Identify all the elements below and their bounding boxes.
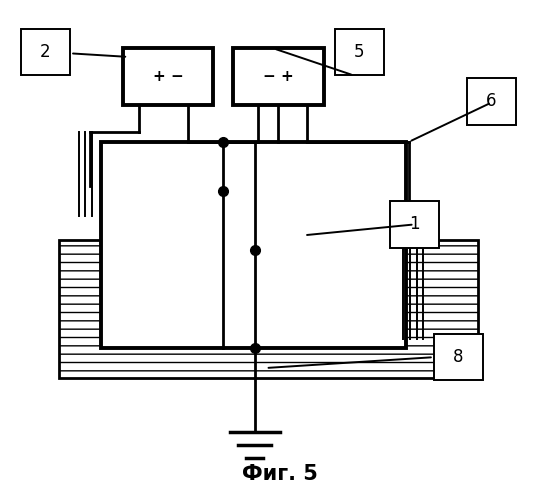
Text: Фиг. 5: Фиг. 5 <box>241 464 318 483</box>
Bar <box>21 28 70 76</box>
Bar <box>335 28 384 76</box>
Bar <box>59 240 478 378</box>
Bar <box>434 334 483 380</box>
Bar <box>122 48 214 105</box>
Bar <box>390 201 439 248</box>
Bar <box>467 78 517 124</box>
Bar <box>59 240 478 378</box>
Text: 5: 5 <box>354 43 364 61</box>
Text: 2: 2 <box>40 43 51 61</box>
Text: 8: 8 <box>453 348 464 366</box>
Bar <box>233 48 324 105</box>
Bar <box>101 142 406 348</box>
Text: − +: − + <box>263 69 293 84</box>
Text: 1: 1 <box>409 215 420 233</box>
Text: 6: 6 <box>486 92 497 110</box>
Text: + −: + − <box>153 69 183 84</box>
